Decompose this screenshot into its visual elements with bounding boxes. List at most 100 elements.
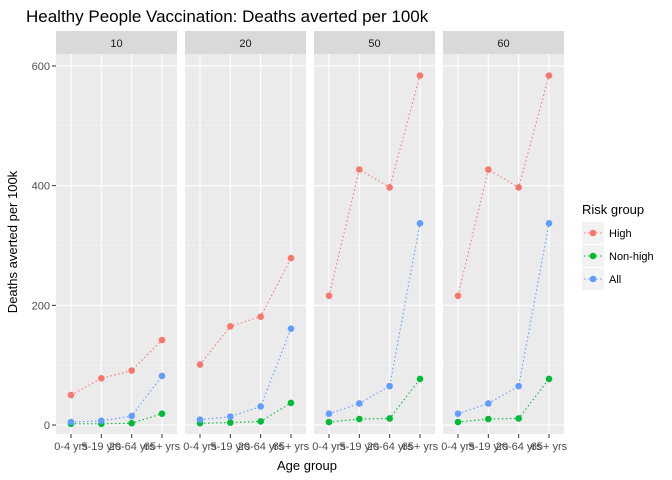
y-tick-label: 200 <box>32 300 50 312</box>
x-tick-label: 5-19 yrs <box>210 441 250 453</box>
series-line-all <box>328 223 421 415</box>
legend-key-high: High <box>582 222 632 244</box>
legend-key-non-high: Non-high <box>582 245 654 267</box>
data-point-all <box>356 400 363 407</box>
facet-strip-label: 50 <box>368 38 380 50</box>
data-point-non-high <box>515 415 522 422</box>
data-point-non-high <box>545 375 553 383</box>
legend-label: Non-high <box>609 251 654 263</box>
x-tick-label: 20-64 yrs <box>238 441 284 453</box>
data-point-high <box>545 72 553 79</box>
data-point-non-high <box>257 418 264 425</box>
data-point-high <box>227 322 234 330</box>
series-line-high <box>70 339 163 396</box>
data-point-non-high <box>158 410 166 417</box>
x-tick-label: 65+ yrs <box>144 441 181 453</box>
data-point-non-high <box>485 415 492 423</box>
legend-key-point <box>589 229 597 237</box>
data-point-non-high <box>287 399 295 407</box>
x-tick-label: 0-4 yrs <box>441 441 475 453</box>
data-point-all <box>416 220 424 227</box>
panel-background <box>314 54 435 434</box>
data-point-high <box>515 184 522 191</box>
facet-strip-label: 20 <box>239 38 251 50</box>
y-tick-label: 400 <box>32 181 50 193</box>
legend: Risk group High Non-high All <box>582 202 654 290</box>
data-point-all <box>545 220 553 227</box>
facet-strip <box>56 31 177 54</box>
x-tick-label: 65+ yrs <box>402 441 439 453</box>
data-point-non-high <box>356 415 363 423</box>
legend-title: Risk group <box>582 202 644 217</box>
y-axis: 0 200 400 600 <box>32 61 56 432</box>
panel-background <box>443 54 564 434</box>
data-point-all <box>196 416 204 423</box>
data-point-high <box>356 166 363 173</box>
data-point-high <box>67 391 75 399</box>
data-point-high <box>158 336 166 344</box>
facet-strip <box>185 31 306 54</box>
data-point-all <box>287 325 295 332</box>
series-line-all <box>199 328 292 421</box>
data-point-non-high <box>227 419 234 426</box>
data-point-non-high <box>386 415 393 422</box>
x-tick-label: 65+ yrs <box>273 441 310 453</box>
series-line-high <box>199 257 292 365</box>
x-tick-label: 0-4 yrs <box>54 441 88 453</box>
legend-key-all: All <box>582 268 621 290</box>
data-point-high <box>128 367 135 374</box>
x-tick-label: 5-19 yrs <box>81 441 121 453</box>
x-tick-label: 0-4 yrs <box>183 441 217 453</box>
y-tick-label: 600 <box>32 61 50 73</box>
legend-label: All <box>609 274 621 286</box>
x-axis-title: Age group <box>277 458 337 473</box>
series-line-all <box>457 223 550 415</box>
data-point-all <box>227 413 234 420</box>
x-tick-label: 5-19 yrs <box>468 441 508 453</box>
data-point-high <box>98 375 105 382</box>
x-tick-label: 65+ yrs <box>531 441 568 453</box>
data-point-all <box>67 418 75 426</box>
facet-strip-label: 60 <box>497 38 509 50</box>
data-point-high <box>454 292 462 300</box>
panel-background <box>185 54 306 434</box>
data-point-non-high <box>454 418 462 426</box>
data-point-high <box>257 313 264 321</box>
series-line-high <box>457 75 550 296</box>
legend-label: High <box>609 228 632 240</box>
data-point-all <box>515 382 522 390</box>
x-tick-label: 0-4 yrs <box>312 441 346 453</box>
y-tick-label: 0 <box>44 420 50 432</box>
facet-strip <box>443 31 564 54</box>
data-point-non-high <box>325 418 333 426</box>
data-point-all <box>98 417 105 425</box>
facet-strip-label: 10 <box>110 38 122 50</box>
legend-key-point <box>589 252 597 260</box>
x-tick-label: 20-64 yrs <box>496 441 542 453</box>
chart-title: Healthy People Vaccination: Deaths avert… <box>26 7 429 26</box>
data-point-high <box>386 184 393 191</box>
series-line-non-high <box>71 413 163 425</box>
data-point-high <box>325 292 333 300</box>
data-point-all <box>325 410 333 417</box>
panel-background <box>56 54 177 434</box>
data-point-non-high <box>416 375 424 383</box>
x-tick-label: 5-19 yrs <box>339 441 379 453</box>
data-point-high <box>196 361 204 368</box>
data-point-all <box>158 372 166 380</box>
x-tick-label: 20-64 yrs <box>109 441 155 453</box>
data-point-all <box>128 412 135 420</box>
data-point-all <box>257 403 264 410</box>
data-point-high <box>287 254 295 262</box>
legend-key-point <box>589 275 597 283</box>
data-point-all <box>454 410 462 417</box>
data-point-non-high <box>128 419 135 427</box>
facet-strip <box>314 31 435 54</box>
x-tick-label: 20-64 yrs <box>367 441 413 453</box>
